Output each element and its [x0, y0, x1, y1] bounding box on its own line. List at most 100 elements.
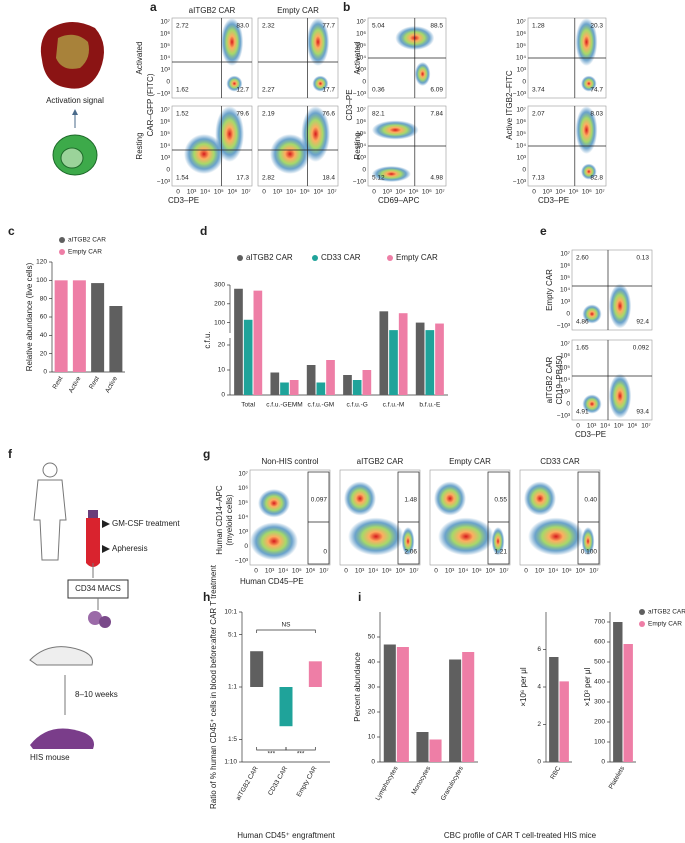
x-tick-label: Rest — [52, 375, 65, 390]
y-tick-label: 10³ — [517, 155, 527, 162]
legend-label: aITGB2 CAR — [68, 237, 106, 244]
bar — [623, 644, 633, 762]
x-tick-label: 10⁶ — [313, 189, 323, 196]
bar — [343, 375, 352, 395]
y-tick-label: 0 — [221, 392, 225, 399]
x-tick-label: 10⁴ — [368, 568, 378, 575]
gate — [577, 471, 600, 565]
x-tick-label: 0 — [254, 568, 258, 575]
legend-swatch — [59, 237, 65, 243]
y-tick-label: −10³ — [353, 179, 367, 186]
y-tick-label: 10³ — [561, 299, 571, 306]
gate — [487, 471, 510, 565]
y-tick-label: 1:10 — [224, 759, 237, 766]
y-tick-label: 1:5 — [228, 736, 237, 743]
x-tick-label: 0 — [344, 568, 348, 575]
density-cloud — [608, 283, 632, 329]
legend-label: Empty CAR — [396, 253, 438, 262]
bar — [352, 380, 362, 395]
legend-swatch — [59, 249, 65, 255]
schematic-label: CD34 MACS — [75, 584, 121, 593]
x-tick-label: CD33 CAR — [267, 765, 289, 797]
x-tick-label: 10³ — [355, 568, 365, 575]
x-tick-label: 10⁵ — [472, 568, 482, 575]
quadrant-value: 4.98 — [430, 175, 443, 182]
bar — [326, 360, 335, 395]
y-tick-label: 10⁵ — [356, 43, 366, 50]
y-tick-label: 0 — [362, 79, 366, 86]
density-cloud — [575, 18, 598, 66]
y-tick-label: 10³ — [517, 67, 527, 74]
y-tick-label: −10³ — [353, 91, 367, 98]
density-cloud — [306, 18, 330, 66]
quadrant-value: 0.092 — [633, 345, 650, 352]
quadrant-value: 2.60 — [576, 255, 589, 262]
quadrant-value: 4.86 — [576, 319, 589, 326]
column-title: Empty CAR — [449, 457, 491, 466]
x-tick-label: 10⁷ — [409, 568, 419, 575]
y-tick-label: 10⁵ — [560, 275, 570, 282]
quadrant-value: 5.12 — [372, 175, 385, 182]
bar — [289, 380, 299, 395]
quadrant-value: 83.0 — [236, 23, 249, 30]
density-cloud — [414, 62, 431, 86]
quadrant-value: 2.32 — [262, 23, 275, 30]
y-tick-label: 4 — [537, 684, 541, 691]
y-axis-label: Relative abundance (live cells) — [25, 262, 34, 371]
y-tick-label: 30 — [368, 684, 376, 691]
y-tick-label: 10⁴ — [160, 55, 170, 62]
x-tick-label: 0 — [262, 189, 266, 196]
x-tick-label: 0 — [532, 189, 536, 196]
y-tick-label: 0 — [43, 369, 47, 376]
y-tick-label: 40 — [40, 332, 48, 339]
legend-swatch — [312, 255, 318, 261]
legend-swatch — [237, 255, 243, 261]
quadrant-value: 17.7 — [322, 87, 335, 94]
x-tick-label: 10⁴ — [395, 189, 405, 196]
annotation: NS — [281, 622, 291, 629]
row-title: Activated — [135, 42, 144, 75]
row-title: Activated — [353, 42, 362, 75]
column-title: Non-HIS control — [262, 457, 319, 466]
significance-bracket — [285, 747, 316, 751]
bar — [72, 280, 86, 372]
y-axis-label: Ratio of % human CD45⁺ cells in blood be… — [209, 564, 218, 809]
quadrant-value: 3.74 — [532, 87, 545, 94]
bar — [54, 280, 68, 372]
column-title: aITGB2 CAR — [189, 6, 236, 15]
x-tick-label: 10⁵ — [214, 189, 224, 196]
y-tick-label: 10⁶ — [356, 31, 366, 38]
y-tick-label: 10⁶ — [516, 119, 526, 126]
y-axis-label: Active ITGB2–FITC — [505, 70, 514, 140]
x-tick-label: 10⁵ — [614, 423, 624, 430]
panel-letter: h — [203, 590, 210, 604]
bar — [449, 659, 462, 762]
y-tick-label: −10³ — [557, 413, 571, 420]
quadrant-value: 82.1 — [372, 111, 385, 118]
y-tick-label: 10⁷ — [160, 19, 170, 26]
y-tick-label: 10³ — [239, 529, 249, 536]
y-axis-label: CAR–GFP (FITC) — [146, 73, 155, 136]
x-tick-label: 10⁷ — [241, 189, 251, 196]
significance-bracket — [256, 747, 287, 751]
y-tick-label: 300 — [594, 699, 605, 706]
x-tick-label: 10³ — [273, 189, 283, 196]
y-tick-label: −10³ — [235, 558, 249, 565]
y-tick-label: 10⁴ — [160, 143, 170, 150]
gate-value: 2.06 — [404, 549, 417, 556]
x-tick-label: 10³ — [382, 189, 392, 196]
x-tick-label: 10⁴ — [555, 189, 565, 196]
workflow-schematic — [29, 462, 129, 749]
y-tick-label: 0 — [601, 759, 605, 766]
y-tick-label: 10⁷ — [516, 19, 526, 26]
gate-value: 0.40 — [584, 497, 597, 504]
density-cloud — [582, 394, 602, 414]
density-cloud — [226, 75, 243, 92]
density-cloud — [581, 75, 597, 92]
schematic-label: Activation signal — [46, 96, 104, 105]
x-tick-label: 10³ — [587, 423, 597, 430]
x-tick-label: 10³ — [445, 568, 455, 575]
panel-letter: f — [8, 447, 13, 461]
y-tick-label: 10⁴ — [238, 514, 248, 521]
quadrant-value: 1.28 — [532, 23, 545, 30]
